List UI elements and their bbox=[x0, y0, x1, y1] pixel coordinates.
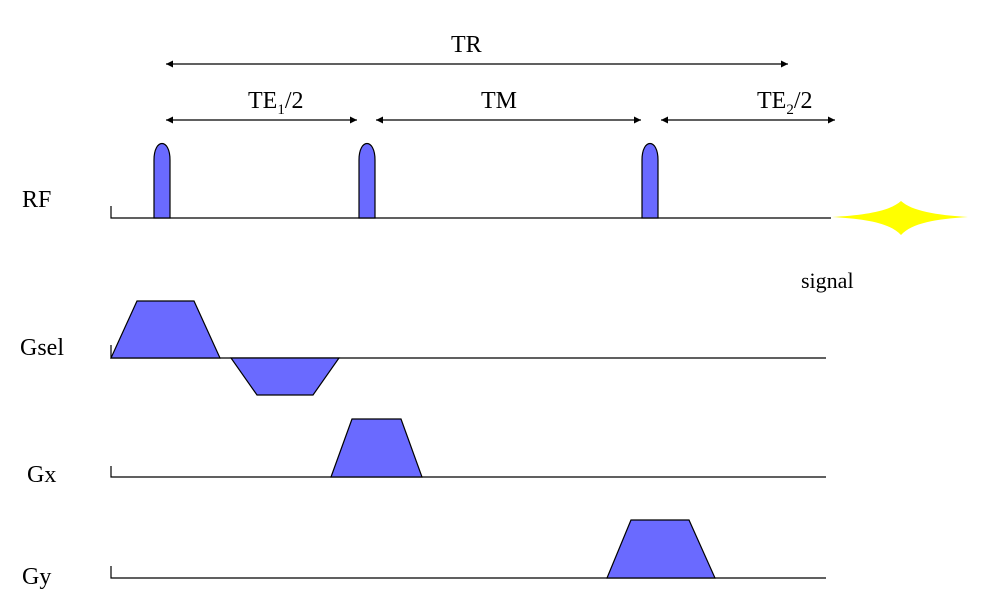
tm-label: TM bbox=[481, 88, 517, 114]
te1-half-label: TE1/2 bbox=[248, 88, 304, 118]
gsel-channel: Gsel bbox=[20, 300, 826, 396]
te2-subscript: 2 bbox=[786, 102, 794, 118]
tr-interval: TR bbox=[166, 32, 788, 68]
te1-subscript: 1 bbox=[277, 102, 285, 118]
te2-half-label: TE2/2 bbox=[757, 88, 813, 118]
gsel-positive-lobe bbox=[110, 300, 221, 359]
gy-baseline bbox=[110, 566, 826, 579]
te1-suffix: /2 bbox=[285, 88, 304, 114]
gx-lobe bbox=[330, 418, 423, 478]
te2-suffix: /2 bbox=[794, 88, 813, 114]
gx-baseline bbox=[110, 466, 826, 478]
gy-label: Gy bbox=[22, 564, 51, 590]
tr-label: TR bbox=[451, 32, 482, 58]
gy-channel: Gy bbox=[22, 519, 826, 590]
signal-label: signal bbox=[801, 268, 854, 293]
rf-channel: RF signal bbox=[22, 142, 968, 293]
te1-base: TE bbox=[248, 88, 277, 114]
gx-label: Gx bbox=[27, 462, 56, 488]
gsel-rephase-lobe bbox=[229, 357, 341, 396]
te2-half-interval: TE2/2 bbox=[661, 88, 835, 124]
gy-lobe bbox=[606, 519, 716, 579]
rf-pulse-1 bbox=[153, 142, 171, 219]
rf-baseline bbox=[110, 206, 831, 219]
te1-half-interval: TE1/2 bbox=[166, 88, 357, 124]
tm-interval: TM bbox=[376, 88, 641, 124]
rf-pulse-3 bbox=[641, 142, 659, 219]
rf-label: RF bbox=[22, 187, 51, 213]
rf-pulse-2 bbox=[358, 142, 376, 219]
gx-channel: Gx bbox=[27, 418, 826, 488]
te2-base: TE bbox=[757, 88, 786, 114]
echo-signal bbox=[832, 201, 968, 235]
gsel-label: Gsel bbox=[20, 335, 64, 361]
